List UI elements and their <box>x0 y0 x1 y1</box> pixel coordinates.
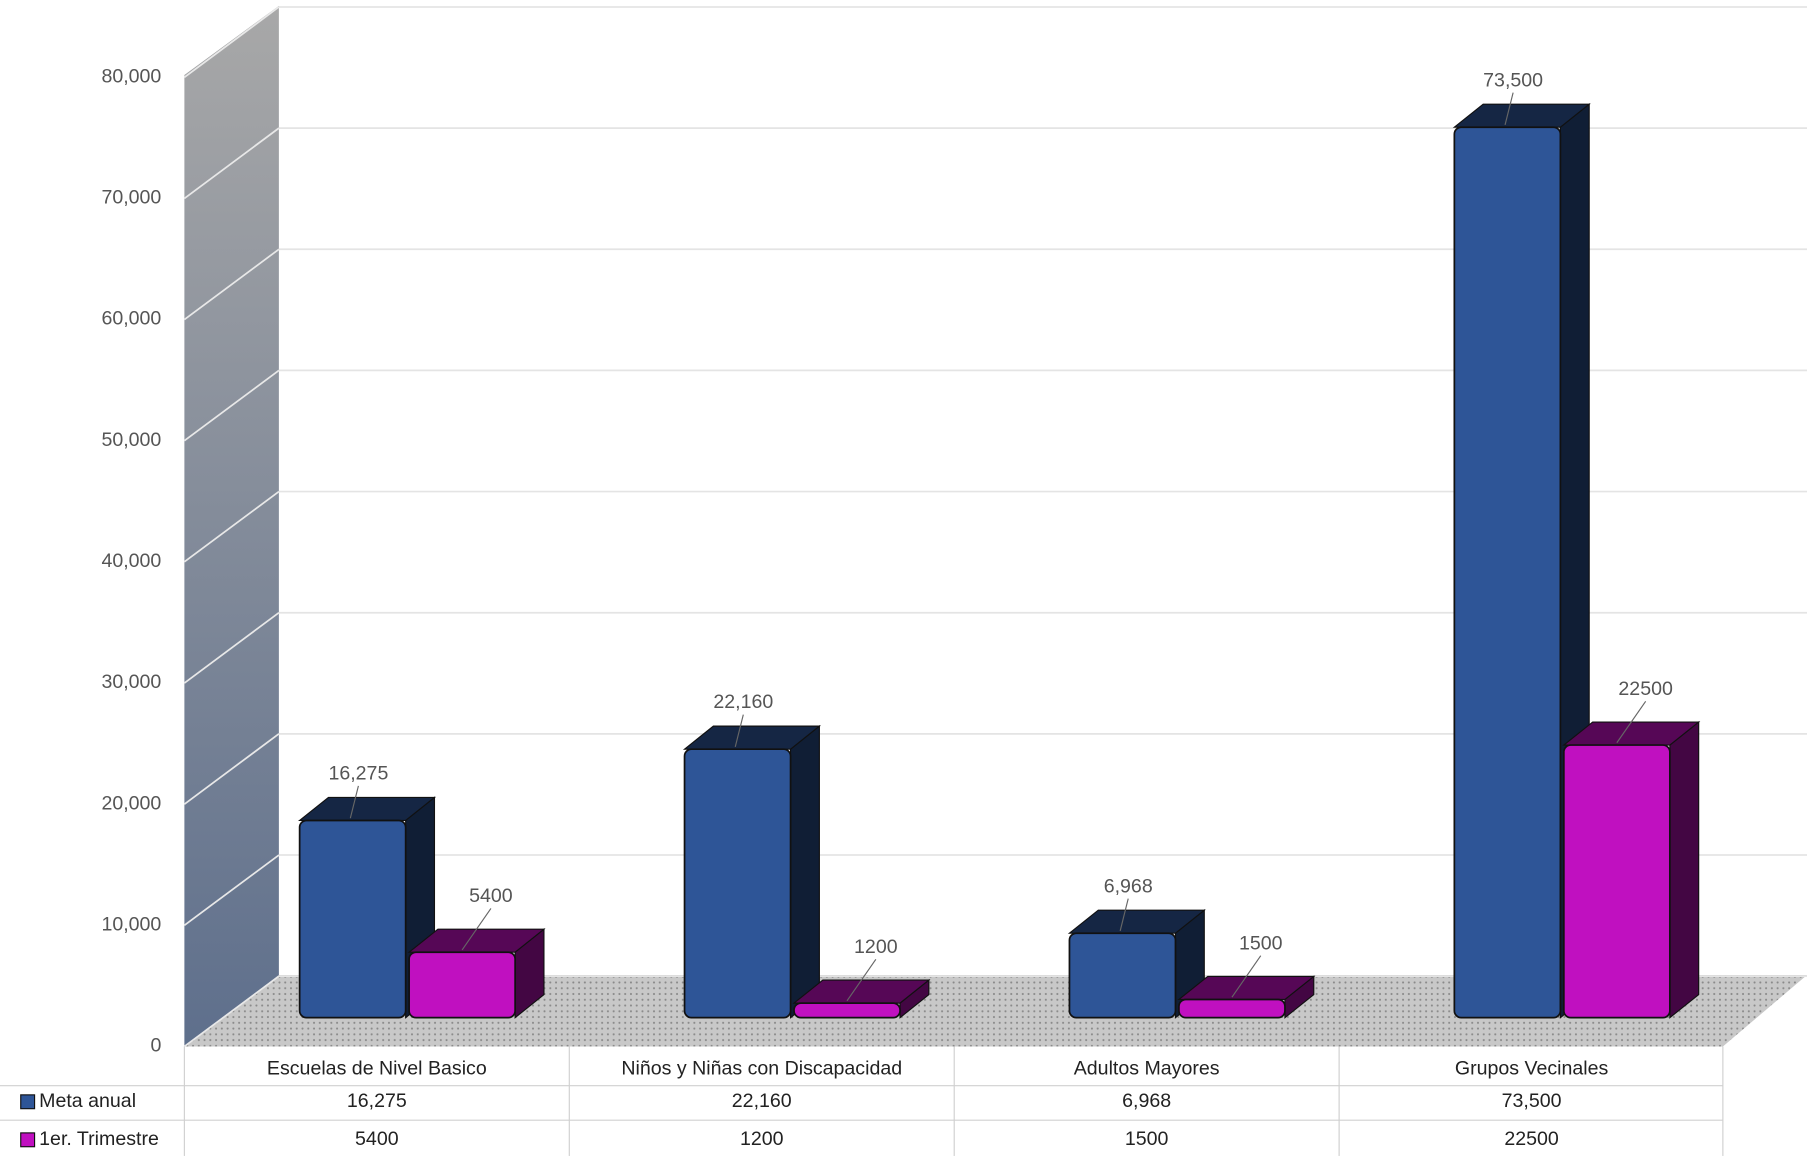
y-tick-label: 10,000 <box>101 913 161 935</box>
bar-front <box>1453 126 1562 1019</box>
y-tick-label: 80,000 <box>101 65 161 87</box>
table-value: 1500 <box>1125 1128 1169 1150</box>
y-tick-label: 70,000 <box>101 187 161 209</box>
bar-front <box>1562 744 1671 1019</box>
grid-line <box>183 854 280 927</box>
leader-line <box>846 958 877 1002</box>
bar-side <box>1669 720 1700 1019</box>
y-tick-label: 0 <box>150 1035 161 1057</box>
bar-side <box>789 724 820 1019</box>
data-label: 16,275 <box>328 763 388 785</box>
leader-line <box>349 785 359 819</box>
grid-line <box>183 612 280 684</box>
floor <box>184 975 1807 1047</box>
leader-line <box>461 908 492 951</box>
table-value: 16,275 <box>347 1090 407 1112</box>
grid-line <box>183 6 280 78</box>
data-label: 5400 <box>469 885 513 907</box>
x-tick-label: Adultos Mayores <box>1074 1058 1220 1080</box>
leader-line <box>1231 955 1262 998</box>
bar <box>1562 720 1701 1019</box>
bar <box>407 927 546 1019</box>
x-tick-label: Escuelas de Nivel Basico <box>267 1058 487 1080</box>
data-label: 22500 <box>1618 678 1673 700</box>
bar-front <box>683 748 792 1019</box>
legend-label: 1er. Trimestre <box>39 1128 159 1150</box>
table-value: 5400 <box>355 1128 399 1150</box>
bar <box>1067 908 1206 1019</box>
grid-line <box>183 733 280 805</box>
bar-front <box>1178 998 1286 1019</box>
data-label: 1200 <box>854 936 898 958</box>
table-value: 6,968 <box>1122 1090 1171 1112</box>
data-label: 1500 <box>1239 932 1283 954</box>
table-value: 22,160 <box>732 1090 792 1112</box>
legend-key <box>20 1094 36 1110</box>
table-value: 1200 <box>740 1128 784 1150</box>
bar-front <box>793 1002 901 1019</box>
leader-line <box>1119 898 1129 932</box>
table-value: 22500 <box>1504 1128 1559 1150</box>
bar <box>792 978 931 1019</box>
leader-line <box>734 714 744 748</box>
bar <box>682 724 822 1019</box>
y-tick-label: 30,000 <box>101 671 161 693</box>
data-label: 73,500 <box>1483 69 1543 91</box>
bar-front <box>408 951 516 1019</box>
bar-front <box>298 819 407 1019</box>
grid-line <box>183 975 280 1048</box>
grid-line <box>183 369 280 442</box>
y-tick-label: 40,000 <box>101 550 161 572</box>
table-value: 73,500 <box>1502 1090 1562 1112</box>
data-label: 22,160 <box>713 691 773 713</box>
x-tick-label: Grupos Vecinales <box>1455 1058 1609 1080</box>
data-label: 6,968 <box>1104 875 1153 897</box>
y-tick-label: 50,000 <box>101 429 161 451</box>
y-tick-label: 60,000 <box>101 308 161 330</box>
bar-front <box>1068 932 1177 1019</box>
legend-key <box>20 1132 36 1148</box>
grid-line <box>183 490 280 563</box>
bar <box>1177 975 1316 1019</box>
grid-line <box>183 248 280 321</box>
grid-line <box>183 127 280 200</box>
leader-line <box>1504 92 1514 126</box>
y-tick-label: 20,000 <box>101 792 161 814</box>
legend-label: Meta anual <box>39 1090 136 1112</box>
x-tick-label: Niños y Niñas con Discapacidad <box>621 1058 902 1080</box>
leader-line <box>1616 700 1647 744</box>
